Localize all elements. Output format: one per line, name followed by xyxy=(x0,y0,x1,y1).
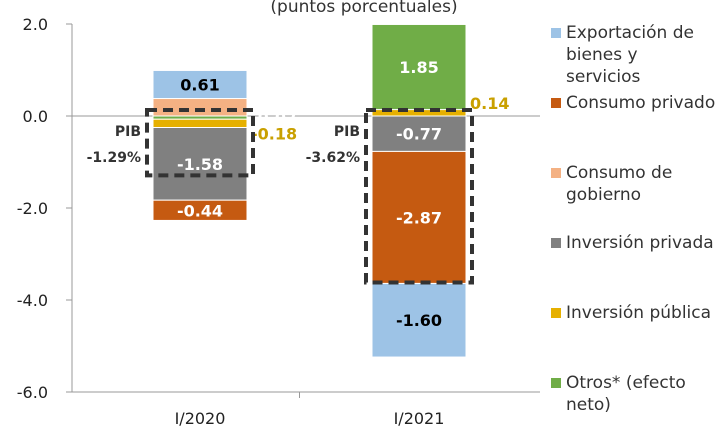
legend-swatch xyxy=(551,378,561,388)
y-tick-label: 2.0 xyxy=(23,15,48,34)
x-category-label: I/2020 xyxy=(175,409,226,428)
data-label: -0.44 xyxy=(177,201,223,220)
data-label: -0.18 xyxy=(251,124,297,143)
data-label: -0.77 xyxy=(396,125,442,144)
legend-swatch xyxy=(551,98,561,108)
stacked-bar-chart: (puntos porcentuales) 2.0 0.0 -2.0 -4.0 -6.0… xyxy=(17,0,540,428)
bar-segment xyxy=(371,150,467,284)
pib-label: PIB xyxy=(115,124,141,140)
legend-label: Inversión pública xyxy=(566,303,712,323)
data-label: -2.87 xyxy=(396,208,442,227)
data-label: 0.14 xyxy=(470,94,509,113)
x-category-label: I/2021 xyxy=(394,409,445,428)
y-tick-label: -2.0 xyxy=(17,199,48,218)
bars xyxy=(152,23,467,358)
bar-segment xyxy=(152,127,248,201)
bar-segment xyxy=(152,69,248,100)
bar-segment xyxy=(152,118,248,129)
data-label: -1.60 xyxy=(396,311,442,330)
bar-segment xyxy=(371,23,467,111)
chart-title: (puntos porcentuales) xyxy=(270,0,457,17)
data-label: 0.38 xyxy=(180,98,219,117)
legend-swatch xyxy=(551,238,561,248)
data-label: 0.61 xyxy=(180,75,219,94)
y-tick-label: -4.0 xyxy=(17,291,48,310)
pib-box xyxy=(364,108,474,285)
y-tick-label: 0.0 xyxy=(23,107,48,126)
pib-markers: PIB -1.29% PIB -3.62% xyxy=(87,108,474,285)
pib-value: -3.62% xyxy=(306,150,360,166)
bar-segment xyxy=(371,282,467,358)
data-label: -1.58 xyxy=(177,155,223,174)
data-label: 1.85 xyxy=(399,58,438,77)
bar-segment xyxy=(371,115,467,152)
legend-swatch xyxy=(551,28,561,38)
bar-segment xyxy=(152,199,248,221)
y-tick-label: -6.0 xyxy=(17,383,48,402)
pib-value: -1.29% xyxy=(87,150,141,166)
legend-label: Consumo de gobierno xyxy=(566,163,673,205)
pib-box xyxy=(145,108,255,178)
legend-label: Otros* (efecto neto) xyxy=(566,373,686,415)
legend-label: Consumo privado xyxy=(566,93,716,113)
legend-label: Inversión privada xyxy=(566,233,714,253)
axes: 2.0 0.0 -2.0 -4.0 -6.0 I/2020 I/2021 xyxy=(17,15,540,428)
pib-label: PIB xyxy=(334,124,360,140)
legend-swatch xyxy=(551,308,561,318)
data-label: -0.07 xyxy=(251,109,297,128)
legend-label: Exportación de bienes y servicios xyxy=(566,23,694,87)
data-labels: 0.61 -0.44 0.38 -1.58 -0.18-0.07 -1.60 -2.87 -0… xyxy=(177,58,510,330)
legend-swatch xyxy=(551,168,561,178)
